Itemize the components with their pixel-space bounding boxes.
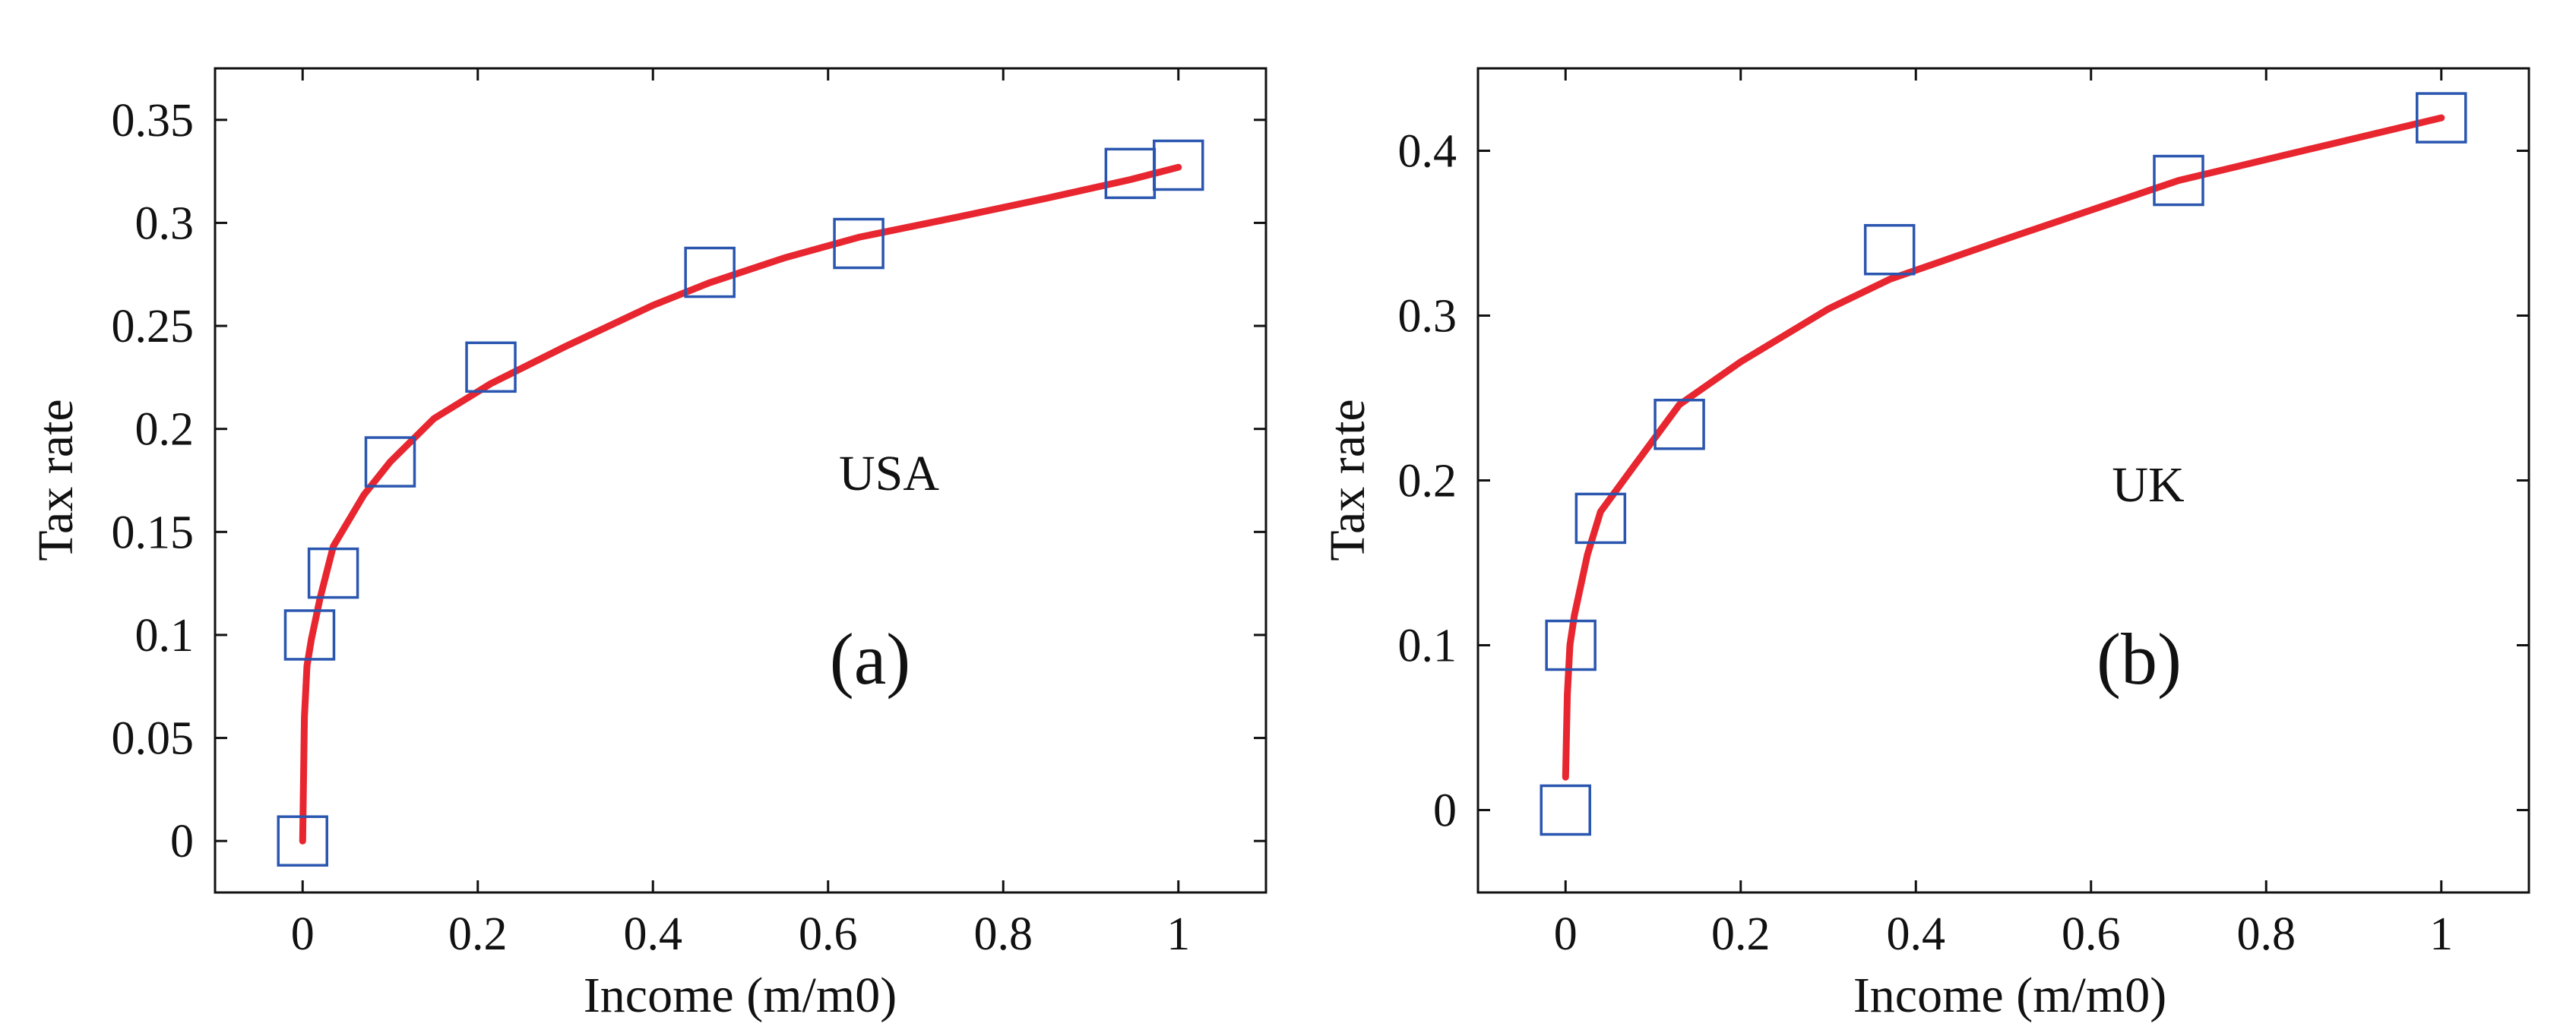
panel-b-x-tick-label: 1: [2429, 908, 2453, 960]
panel-a-y-axis: 0 0.05 0.1 0.15 0.2 0.25 0.3 0.35: [112, 95, 1266, 867]
panel-b-uk: 0 0.2 0.4 0.6 0.8 1 0 0.1 0.2 0.3 0.4 Income (m/m…: [1320, 67, 2530, 1023]
panel-b-y-tick-label: 0.2: [1398, 456, 1457, 507]
panel-b-x-tick-label: 0.2: [1711, 908, 1771, 960]
panel-b-data-point: [1654, 398, 1705, 450]
panel-b-fit-line: [1562, 114, 2445, 781]
panel-b-x-axis: 0 0.2 0.4 0.6 0.8 1: [1554, 68, 2453, 960]
panel-a-data-point: [833, 217, 885, 270]
panel-b-x-tick-label: 0: [1554, 908, 1578, 960]
panel-a-usa: 0 0.2 0.4 0.6 0.8 1 0 0.05 0.1 0.15 0.2 0.25 0.3 0.3…: [28, 67, 1267, 1023]
panel-a-y-tick-label: 0.2: [135, 404, 195, 456]
panel-b-x-tick-label: 0.4: [1887, 908, 1946, 960]
panel-b-country-label: UK: [2112, 457, 2184, 513]
panel-a-x-tick-label: 0: [291, 908, 315, 960]
panel-a-data-point: [1153, 139, 1204, 191]
panel-b-y-tick-label: 0.4: [1398, 126, 1457, 178]
panel-b-data-point: [1540, 784, 1591, 836]
panel-a-data-point: [684, 246, 736, 299]
panel-a-y-tick-label: 0: [170, 816, 194, 867]
panel-b-data-point: [1545, 619, 1597, 671]
panel-a-data-point: [364, 436, 416, 488]
panel-b-y-axis: 0 0.1 0.2 0.3 0.4: [1398, 126, 2529, 837]
panel-b-data-point: [1574, 492, 1627, 545]
panel-a-x-tick-label: 1: [1166, 908, 1190, 960]
panel-b-data-point: [2153, 154, 2204, 207]
panel-b-data-point: [2416, 92, 2467, 144]
panel-a-plot-frame: [214, 67, 1267, 894]
panel-a-x-axis-label: Income (m/m0): [584, 968, 897, 1023]
panel-a-country-label: USA: [839, 446, 939, 501]
panel-b-data-point: [1863, 223, 1916, 276]
panel-a-fit-series: [299, 163, 1182, 845]
panel-b-fit-series: [1562, 114, 2445, 781]
panel-b-data-series: [1540, 92, 2467, 836]
panel-a-y-tick-label: 0.1: [135, 610, 195, 662]
panel-a-y-tick-label: 0.25: [112, 301, 195, 352]
panel-a-data-series: [277, 139, 1204, 867]
panel-a-y-tick-label: 0.05: [112, 713, 195, 765]
panel-b-x-tick-label: 0.8: [2237, 908, 2296, 960]
panel-a-y-tick-label: 0.3: [135, 197, 195, 249]
panel-a-data-point: [465, 341, 517, 393]
panel-b-y-axis-label: Tax rate: [1320, 399, 1375, 561]
panel-a-x-tick-label: 0.8: [974, 908, 1033, 960]
panel-a-y-axis-label: Tax rate: [28, 399, 84, 561]
panel-a-x-tick-label: 0.2: [448, 908, 508, 960]
panel-a-data-point: [307, 547, 359, 599]
panel-b-y-tick-label: 0.3: [1398, 291, 1457, 343]
panel-a-data-point: [283, 609, 336, 661]
panel-b-x-axis-label: Income (m/m0): [1853, 968, 2166, 1023]
panel-b-y-tick-label: 0: [1433, 785, 1457, 837]
panel-a-y-tick-label: 0.35: [112, 95, 195, 147]
panel-a-data-point: [277, 815, 328, 867]
panel-a-x-tick-label: 0.6: [799, 908, 858, 960]
panel-a-x-tick-label: 0.4: [624, 908, 683, 960]
panel-a-y-tick-label: 0.15: [112, 507, 195, 558]
panel-a-fit-line: [299, 163, 1182, 845]
panel-b-plot-frame: [1476, 67, 2530, 894]
panel-b-y-tick-label: 0.1: [1398, 621, 1457, 672]
panel-b-letter-label: (b): [2097, 618, 2182, 700]
panel-a-letter-label: (a): [830, 618, 911, 700]
panel-b-x-tick-label: 0.6: [2062, 908, 2121, 960]
panel-a-x-axis: 0 0.2 0.4 0.6 0.8 1: [291, 68, 1190, 960]
